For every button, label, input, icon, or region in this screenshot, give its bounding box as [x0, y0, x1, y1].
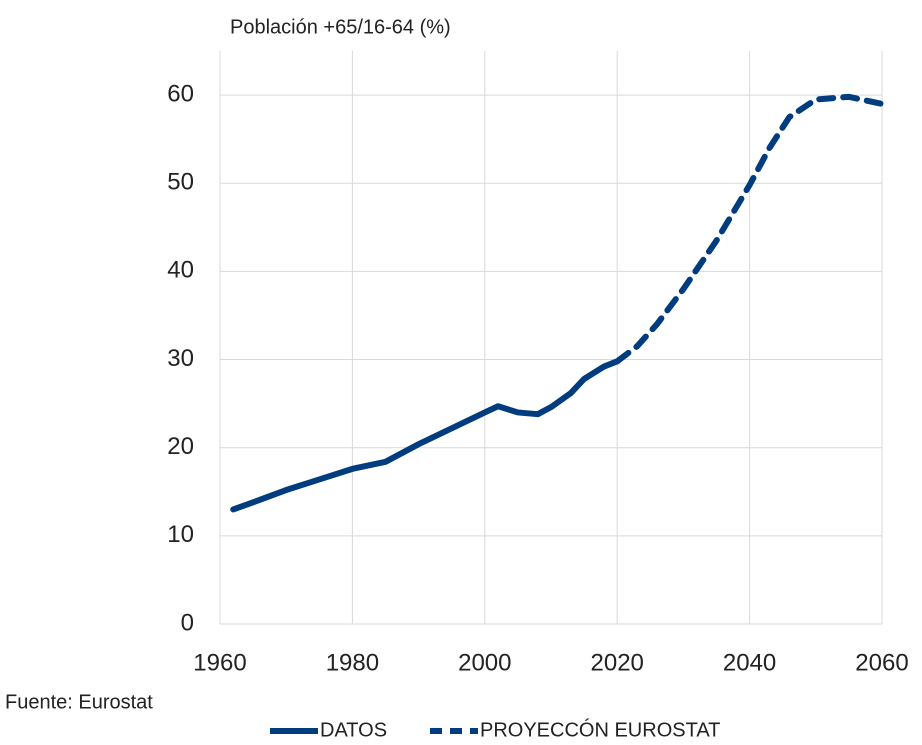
data-line: [230, 358, 621, 513]
y-tick-label: 10: [167, 521, 194, 548]
x-tick-label: 2060: [855, 649, 908, 676]
x-tick-label: 2020: [591, 649, 644, 676]
data-line: [614, 93, 885, 365]
legend-label: DATOS: [320, 719, 387, 741]
y-axis-title: Población +65/16-64 (%): [230, 16, 451, 38]
y-tick-label: 30: [167, 345, 194, 372]
source: Fuente: Eurostat: [5, 691, 153, 713]
y-tick-label: 60: [167, 80, 194, 107]
legend-label: PROYECCÓN EUROSTAT: [480, 718, 720, 741]
x-tick-label: 2040: [723, 649, 776, 676]
x-tick-label: 1980: [326, 649, 379, 676]
y-tick-label: 40: [167, 257, 194, 284]
y-tick-label: 50: [167, 169, 194, 196]
y-tick-label: 0: [181, 609, 194, 636]
x-tick-label: 2000: [458, 649, 511, 676]
x-tick-label: 1960: [193, 649, 246, 676]
y-tick-label: 20: [167, 433, 194, 460]
